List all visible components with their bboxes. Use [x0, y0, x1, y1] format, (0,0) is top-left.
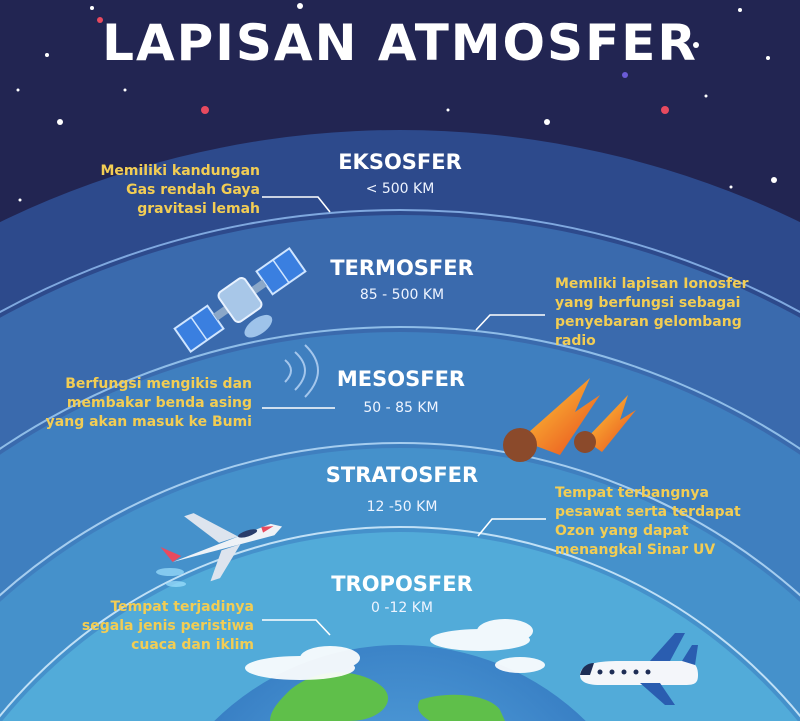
layer-range-mesosfer: 50 - 85 KM — [363, 400, 439, 416]
layer-description-mesosfer: Berfungsi mengikis dan membakar benda as… — [45, 376, 252, 430]
satellite-icon — [173, 246, 307, 354]
airplane-icon — [580, 633, 698, 705]
layer-name-stratosfer: STRATOSFER — [325, 463, 479, 487]
layer-name-mesosfer: MESOSFER — [336, 367, 466, 391]
layer-description-eksosfer: Memiliki kandungan Gas rendah Gaya gravi… — [100, 163, 260, 217]
thermosphere-outline — [0, 326, 800, 451]
stratosphere-outline — [0, 526, 800, 718]
layer-description-stratosfer: Tempat terbangnya pesawat serta terdapat… — [555, 485, 741, 558]
cloud-icon — [245, 619, 545, 680]
layer-description-troposfer: Tempat terjadinya segala jenis peristiwa… — [81, 599, 254, 653]
star-icon — [16, 3, 777, 202]
layer-range-stratosfer: 12 -50 KM — [366, 499, 438, 515]
meteor-icon — [503, 378, 636, 462]
layer-range-eksosfer: < 500 KM — [365, 181, 435, 197]
pointer-lines — [262, 196, 546, 636]
layer-range-termosfer: 85 - 500 KM — [359, 287, 445, 303]
exosphere-outline — [0, 209, 800, 314]
jet-exhaust — [156, 568, 186, 587]
layer-description-termosfer: Memliki lapisan Ionosfer yang berfungsi … — [555, 276, 749, 349]
fighter-jet-icon — [160, 513, 283, 582]
layer-name-troposfer: TROPOSFER — [331, 572, 473, 596]
layer-range-troposfer: 0 -12 KM — [371, 600, 433, 616]
planet-dots — [97, 17, 669, 114]
mesosphere-outline — [0, 442, 800, 597]
layer-name-eksosfer: EKSOSFER — [338, 150, 462, 174]
page-title: LAPISAN ATMOSFER — [102, 14, 698, 72]
signal-waves — [284, 344, 319, 398]
layer-name-termosfer: TERMOSFER — [330, 256, 474, 280]
